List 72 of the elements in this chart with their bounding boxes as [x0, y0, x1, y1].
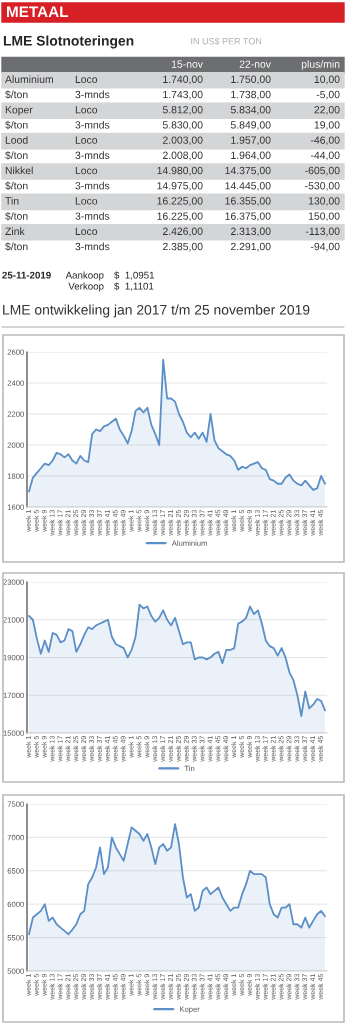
text: 25-11-2019 [2, 271, 51, 279]
text: 1.957,00 [231, 136, 271, 146]
text: -94,00 [310, 242, 340, 252]
text: Loco [75, 75, 98, 83]
text: 3-mnds [75, 242, 110, 251]
text: Nikkel [5, 166, 33, 175]
text: 130,00 [308, 197, 340, 206]
text: 3-mnds [75, 212, 110, 220]
text: 1.750,00 [231, 75, 271, 85]
text: -605,00 [305, 166, 340, 176]
text: Lood [5, 136, 28, 144]
text: 3-mnds [75, 90, 110, 99]
text: 2.385,00 [162, 242, 203, 252]
text: Verkoop [68, 282, 104, 292]
text: -530,00 [305, 182, 340, 191]
text: 19,00 [314, 121, 340, 130]
text: Koper [5, 106, 33, 116]
text: Loco [75, 227, 98, 235]
text: 16.225,00 [157, 197, 203, 206]
text: 1.964,00 [231, 151, 271, 161]
text: Aankoop [65, 271, 104, 281]
text: 3-mnds [75, 181, 110, 190]
text: 16.355,00 [225, 197, 271, 206]
text: 2.003,00 [162, 136, 203, 146]
text: $/ton [5, 181, 28, 191]
text: -46,00 [310, 136, 340, 146]
text: IN US$ PER TON [191, 37, 262, 45]
text: $/ton [5, 211, 28, 221]
text: 2.313,00 [230, 227, 271, 237]
text: $ 1,0951 [114, 271, 155, 280]
text: $ 1,1101 [114, 282, 154, 291]
text: Loco [75, 136, 98, 144]
text: 5.849,00 [230, 121, 271, 130]
text: LME ontwikkeling jan 2017 t/m 25 november 2019 [3, 304, 310, 318]
text: 14.375,00 [225, 166, 271, 176]
text: 14.980,00 [157, 166, 203, 176]
text: 150,00 [308, 212, 340, 222]
text: 1.738,00 [231, 90, 271, 100]
text: plus/min [301, 60, 340, 70]
text: 16.375,00 [225, 212, 271, 222]
text: METAAL [7, 6, 69, 17]
text: 15-nov [171, 60, 203, 68]
text: 2.291,00 [230, 242, 271, 252]
text: 14.975,00 [157, 182, 203, 191]
text: 5.830,00 [162, 121, 203, 130]
text: -113,00 [305, 227, 340, 237]
text: Loco [75, 106, 98, 114]
text: Aluminium [5, 75, 53, 83]
text: -5,00 [316, 90, 340, 100]
text: 3-mnds [75, 120, 110, 129]
text: $/ton [5, 120, 28, 130]
text: -44,00 [310, 151, 340, 161]
text: 14.445,00 [225, 182, 271, 191]
text: 2.008,00 [162, 151, 203, 161]
text: Zink [5, 227, 25, 235]
text: 3-mnds [75, 151, 110, 159]
text: Loco [75, 197, 98, 205]
text: 22-nov [239, 60, 271, 68]
text: 1.743,00 [163, 90, 203, 100]
text: 1.740,00 [163, 75, 203, 85]
text: Tin [5, 196, 19, 205]
text: $/ton [5, 151, 28, 160]
text: 16.225,00 [157, 212, 203, 222]
text: $/ton [5, 242, 28, 251]
text: 2.426,00 [162, 227, 203, 237]
text: 10,00 [314, 75, 340, 85]
text: Loco [75, 166, 98, 175]
text: 5.812,00 [162, 106, 203, 115]
text: $/ton [5, 90, 28, 99]
text: 5.834,00 [230, 106, 271, 115]
text: 22,00 [314, 106, 340, 115]
text: LME Slotnoteringen [3, 35, 134, 49]
